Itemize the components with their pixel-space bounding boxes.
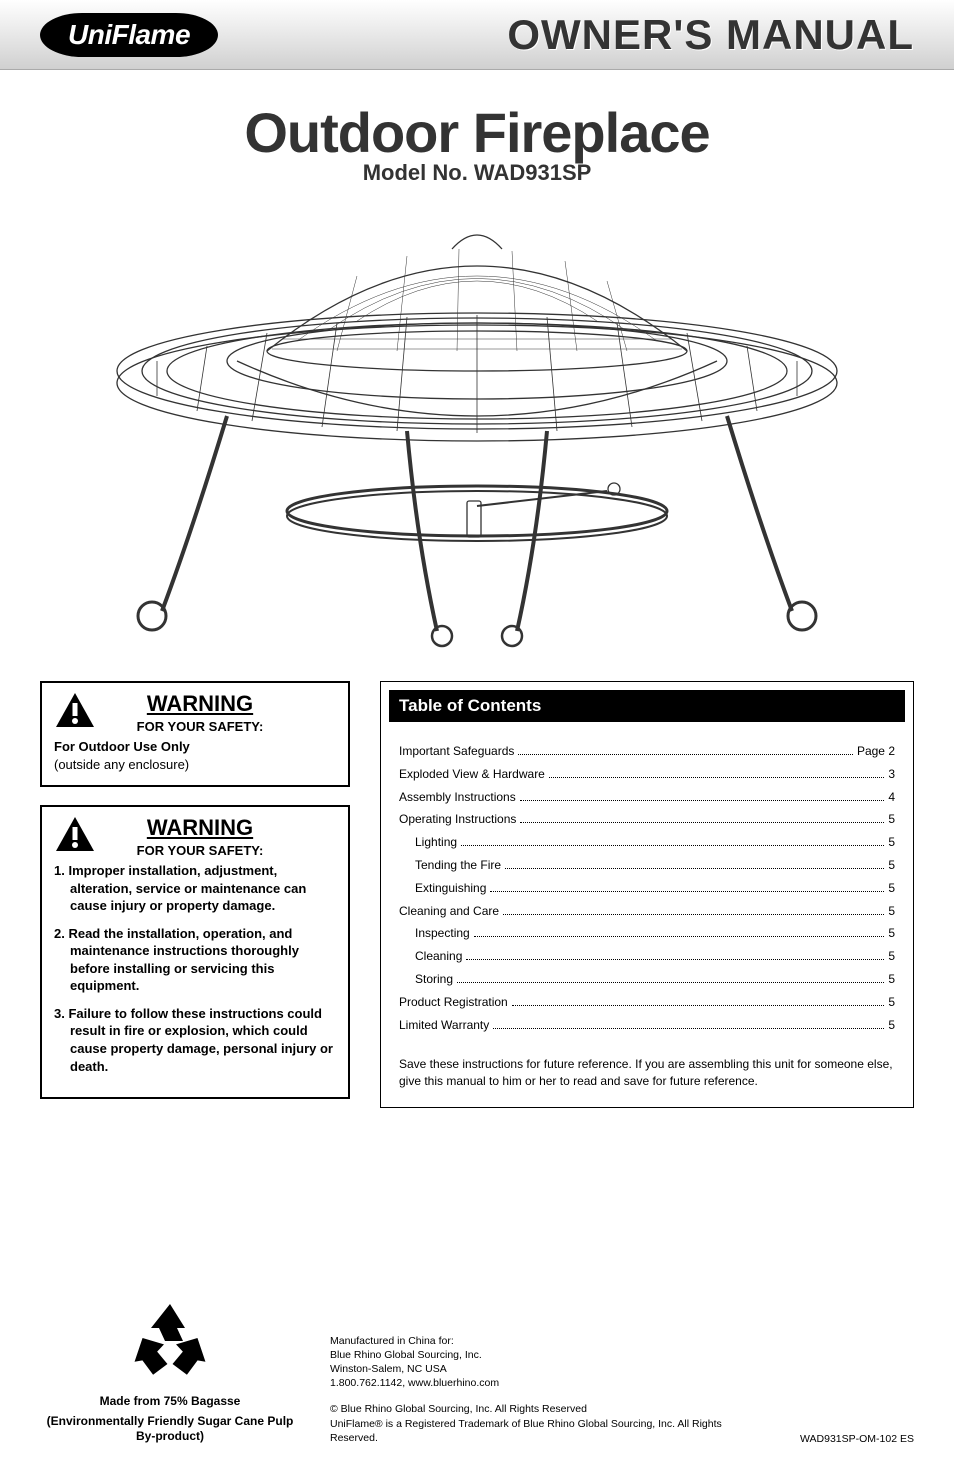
toc-page: 5: [888, 922, 895, 945]
warning-title: WARNING: [64, 815, 336, 841]
toc-label: Tending the Fire: [415, 854, 501, 877]
toc-dots: [457, 982, 884, 983]
mfr-line: 1.800.762.1142, www.bluerhino.com: [330, 1376, 770, 1390]
warning-body: For Outdoor Use Only (outside any enclos…: [54, 738, 336, 773]
toc-dots: [493, 1028, 884, 1029]
toc-page: 5: [888, 854, 895, 877]
warning-title: WARNING: [64, 691, 336, 717]
recycle-caption-2: (Environmentally Friendly Sugar Cane Pul…: [40, 1414, 300, 1445]
footer: Made from 75% Bagasse (Environmentally F…: [0, 1296, 954, 1445]
toc-dots: [549, 777, 884, 778]
model-number: Model No. WAD931SP: [0, 160, 954, 186]
toc-item: Limited Warranty 5: [399, 1014, 895, 1037]
trademark-line: UniFlame® is a Registered Trademark of B…: [330, 1417, 770, 1445]
toc-dots: [505, 868, 884, 869]
product-name: Outdoor Fireplace: [0, 100, 954, 165]
mfr-line: Blue Rhino Global Sourcing, Inc.: [330, 1348, 770, 1362]
toc-item: Tending the Fire 5: [399, 854, 895, 877]
content-columns: WARNING FOR YOUR SAFETY: For Outdoor Use…: [0, 681, 954, 1108]
toc-header: Table of Contents: [389, 690, 905, 722]
manufacturer-block: Manufactured in China for: Blue Rhino Gl…: [330, 1334, 770, 1445]
toc-label: Cleaning and Care: [399, 900, 499, 923]
toc-page: 5: [888, 831, 895, 854]
toc-list: Important SafeguardsPage 2Exploded View …: [389, 722, 905, 1042]
toc-box: Table of Contents Important Safeguards Pa…: [380, 681, 914, 1108]
manual-title: OWNER'S MANUAL: [218, 11, 914, 59]
toc-item: Operating Instructions 5: [399, 808, 895, 831]
recycle-block: Made from 75% Bagasse (Environmentally F…: [40, 1296, 300, 1445]
toc-dots: [474, 936, 885, 937]
toc-label: Exploded View & Hardware: [399, 763, 545, 786]
toc-page: 5: [888, 968, 895, 991]
product-illustration: [97, 211, 857, 651]
toc-note: Save these instructions for future refer…: [389, 1042, 905, 1098]
toc-label: Operating Instructions: [399, 808, 516, 831]
toc-dots: [461, 845, 884, 846]
toc-page: 5: [888, 991, 895, 1014]
warning-list-item: 3. Failure to follow these instructions …: [54, 1005, 336, 1075]
warning-box-1: WARNING FOR YOUR SAFETY: For Outdoor Use…: [40, 681, 350, 787]
title-block: Outdoor Fireplace Model No. WAD931SP: [0, 100, 954, 186]
toc-page: Page 2: [857, 740, 895, 763]
toc-page: 5: [888, 877, 895, 900]
warning-plain-line: (outside any enclosure): [54, 757, 189, 772]
toc-page: 5: [888, 1014, 895, 1037]
toc-label: Limited Warranty: [399, 1014, 489, 1037]
toc-item: Cleaning 5: [399, 945, 895, 968]
toc-item: Lighting 5: [399, 831, 895, 854]
toc-dots: [520, 800, 885, 801]
warning-list-item: 2. Read the installation, operation, and…: [54, 925, 336, 995]
warning-subtitle: FOR YOUR SAFETY:: [64, 719, 336, 734]
brand-logo-text: UniFlame: [68, 19, 190, 51]
toc-page: 3: [888, 763, 895, 786]
toc-label: Product Registration: [399, 991, 508, 1014]
toc-dots: [520, 822, 884, 823]
warning-list-item: 1. Improper installation, adjustment, al…: [54, 862, 336, 915]
toc-label: Lighting: [415, 831, 457, 854]
left-column: WARNING FOR YOUR SAFETY: For Outdoor Use…: [40, 681, 350, 1108]
toc-page: 5: [888, 808, 895, 831]
toc-page: 5: [888, 900, 895, 923]
toc-label: Cleaning: [415, 945, 462, 968]
toc-dots: [503, 914, 884, 915]
toc-label: Assembly Instructions: [399, 786, 516, 809]
toc-item: Storing 5: [399, 968, 895, 991]
brand-logo: UniFlame: [40, 13, 218, 57]
mfr-line: Winston-Salem, NC USA: [330, 1362, 770, 1376]
right-column: Table of Contents Important Safeguards Pa…: [380, 681, 914, 1108]
toc-item: Important Safeguards Page 2: [399, 740, 895, 763]
toc-item: Inspecting 5: [399, 922, 895, 945]
toc-page: 5: [888, 945, 895, 968]
toc-item: Exploded View & Hardware 3: [399, 763, 895, 786]
recycle-icon: [125, 1296, 215, 1386]
toc-item: Product Registration 5: [399, 991, 895, 1014]
toc-item: Assembly Instructions 4: [399, 786, 895, 809]
toc-item: Extinguishing 5: [399, 877, 895, 900]
warning-box-2: WARNING FOR YOUR SAFETY: 1. Improper ins…: [40, 805, 350, 1099]
recycle-caption-1: Made from 75% Bagasse: [40, 1394, 300, 1408]
toc-dots: [490, 891, 884, 892]
document-code: WAD931SP-OM-102 ES: [800, 1433, 914, 1445]
toc-item: Cleaning and Care 5: [399, 900, 895, 923]
warning-subtitle: FOR YOUR SAFETY:: [64, 843, 336, 858]
toc-dots: [518, 754, 853, 755]
mfr-line: Manufactured in China for:: [330, 1334, 770, 1348]
toc-label: Inspecting: [415, 922, 470, 945]
toc-label: Storing: [415, 968, 453, 991]
header-band: UniFlame OWNER'S MANUAL: [0, 0, 954, 70]
copyright-line: © Blue Rhino Global Sourcing, Inc. All R…: [330, 1402, 770, 1416]
toc-label: Important Safeguards: [399, 740, 514, 763]
toc-dots: [512, 1005, 885, 1006]
toc-label: Extinguishing: [415, 877, 486, 900]
toc-page: 4: [888, 786, 895, 809]
warning-bold-line: For Outdoor Use Only: [54, 739, 190, 754]
toc-dots: [466, 959, 884, 960]
warning-list: 1. Improper installation, adjustment, al…: [54, 862, 336, 1075]
